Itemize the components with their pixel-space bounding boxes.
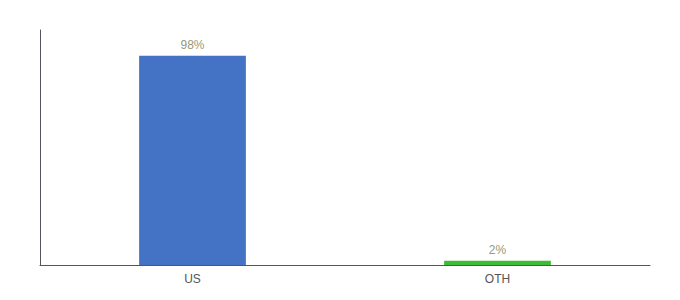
svg-text:98%: 98% bbox=[180, 38, 204, 52]
svg-text:OTH: OTH bbox=[485, 272, 510, 286]
svg-text:US: US bbox=[184, 272, 201, 286]
svg-text:2%: 2% bbox=[489, 243, 507, 257]
